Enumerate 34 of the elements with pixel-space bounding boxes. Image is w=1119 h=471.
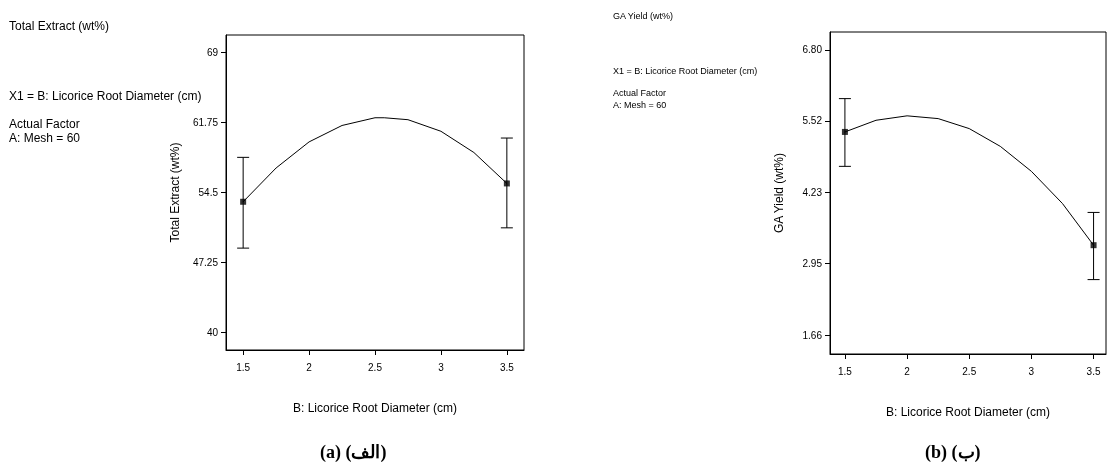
y-tick-label: 6.80 [802,44,823,56]
y-axis-title: GA Yield (wt%) [772,152,786,234]
y-tick-label: 61.75 [192,116,219,128]
x-tick-label: 2 [306,361,313,373]
y-tick-label: 2.95 [802,258,823,270]
x-axis-title: B: Licorice Root Diameter (cm) [292,401,458,415]
y-tick-label: 69 [206,46,219,58]
text: Actual Factor [613,87,667,98]
x-tick-label: 3.5 [1086,365,1101,377]
text: X1 = B: Licorice Root Diameter (cm) [613,65,758,76]
x-tick-label: 3 [1028,365,1035,377]
y-tick-label: 5.52 [802,115,823,127]
y-tick-label: 1.66 [802,329,823,341]
y-tick-label: 4.23 [802,186,823,198]
x-tick-label: 3.5 [499,361,515,373]
text: Total Extract (wt%) [9,19,110,33]
x-tick-label: 2.5 [962,365,977,377]
text: (a) (الف) [320,442,387,463]
text: X1 = B: Licorice Root Diameter (cm) [9,89,202,103]
y-tick-label: 47.25 [192,256,219,268]
x-tick-label: 2 [904,365,911,377]
x-tick-label: 2.5 [368,361,383,373]
y-axis-title: Total Extract (wt%) [168,142,182,243]
text: Actual Factor [9,117,80,131]
text: A: Mesh = 60 [9,131,81,145]
y-tick-label: 54.5 [198,186,219,198]
text: GA Yield (wt%) [613,10,674,21]
x-tick-label: 3 [438,361,445,373]
x-axis-title: B: Licorice Root Diameter (cm) [885,405,1051,419]
x-tick-label: 1.5 [837,365,853,377]
x-tick-label: 1.5 [236,361,251,373]
y-tick-label: 40 [206,326,219,338]
text: (b) (ب) [925,442,981,463]
text: A: Mesh = 60 [613,99,667,110]
